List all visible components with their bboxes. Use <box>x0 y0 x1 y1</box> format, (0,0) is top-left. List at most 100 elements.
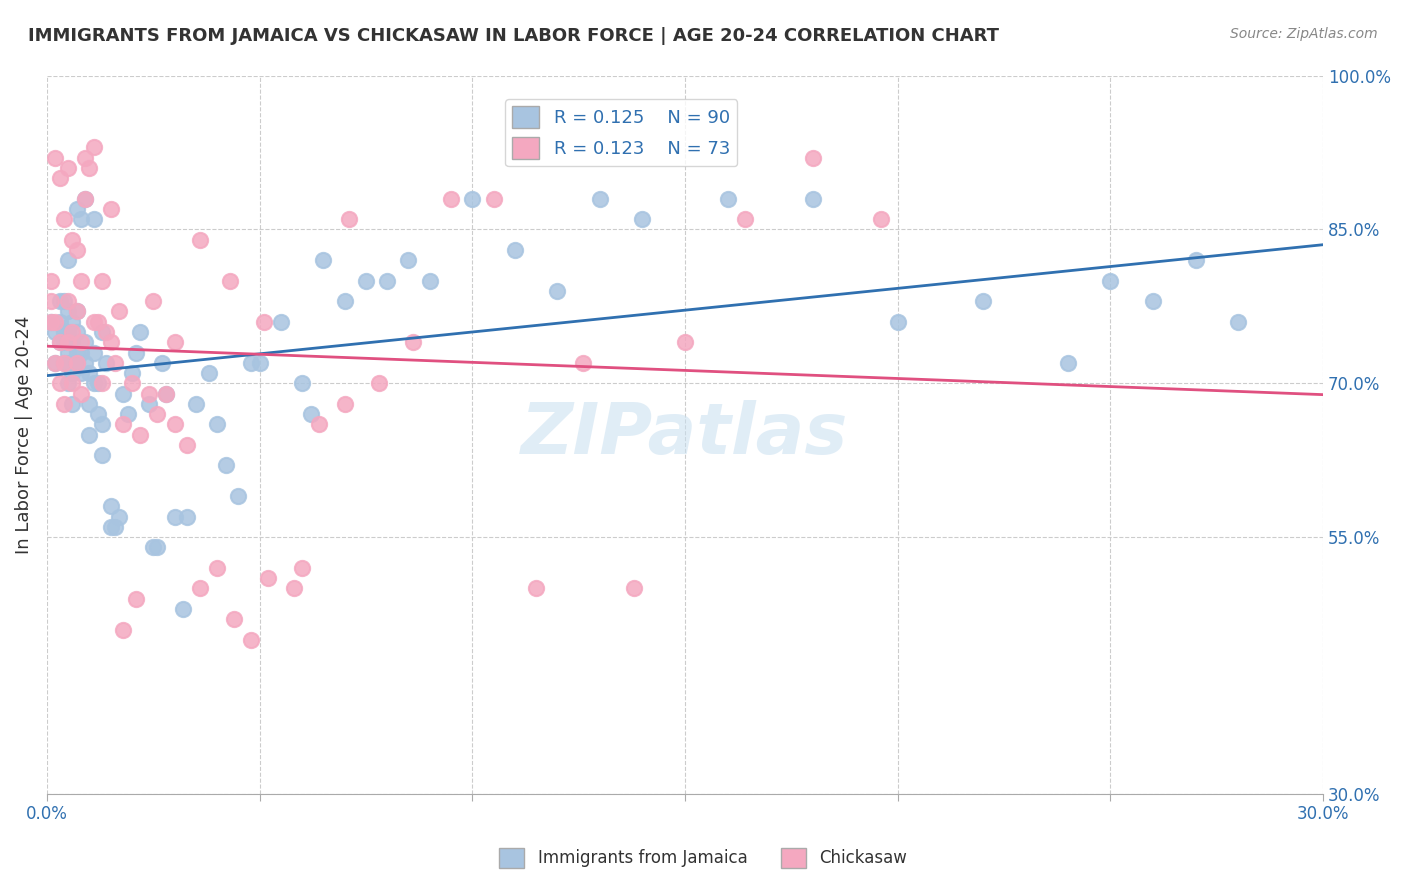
Point <box>419 274 441 288</box>
Point <box>83 376 105 391</box>
Point <box>39 274 62 288</box>
Point <box>62 315 84 329</box>
Point <box>75 192 97 206</box>
Point <box>146 407 169 421</box>
Point <box>524 582 547 596</box>
Point <box>56 161 79 175</box>
Point <box>869 212 891 227</box>
Point <box>79 397 101 411</box>
Point <box>83 345 105 359</box>
Point <box>66 304 89 318</box>
Point <box>56 294 79 309</box>
Point <box>117 407 139 421</box>
Point <box>48 171 70 186</box>
Point <box>197 366 219 380</box>
Point <box>52 325 75 339</box>
Point <box>66 345 89 359</box>
Point <box>62 397 84 411</box>
Point <box>503 243 526 257</box>
Point <box>1227 315 1250 329</box>
Point <box>129 325 152 339</box>
Point <box>66 356 89 370</box>
Point <box>48 315 70 329</box>
Point <box>291 561 314 575</box>
Point <box>375 274 398 288</box>
Point <box>56 345 79 359</box>
Point <box>66 243 89 257</box>
Point <box>39 315 62 329</box>
Point <box>62 233 84 247</box>
Point <box>44 325 66 339</box>
Point <box>70 274 93 288</box>
Point <box>70 366 93 380</box>
Point <box>56 325 79 339</box>
Point <box>91 448 114 462</box>
Point <box>62 376 84 391</box>
Point <box>172 602 194 616</box>
Point <box>337 212 360 227</box>
Point <box>83 140 105 154</box>
Point <box>155 386 177 401</box>
Point <box>482 192 505 206</box>
Point <box>112 417 135 432</box>
Point <box>56 335 79 350</box>
Point <box>589 192 612 206</box>
Point <box>66 356 89 370</box>
Text: Source: ZipAtlas.com: Source: ZipAtlas.com <box>1230 27 1378 41</box>
Point <box>150 356 173 370</box>
Point <box>228 489 250 503</box>
Point <box>291 376 314 391</box>
Point <box>91 417 114 432</box>
Point <box>70 212 93 227</box>
Point <box>79 427 101 442</box>
Point <box>100 335 122 350</box>
Point <box>39 315 62 329</box>
Point <box>333 294 356 309</box>
Point <box>142 541 165 555</box>
Point <box>163 335 186 350</box>
Point <box>163 417 186 432</box>
Point <box>972 294 994 309</box>
Point <box>461 192 484 206</box>
Point <box>66 304 89 318</box>
Text: IMMIGRANTS FROM JAMAICA VS CHICKASAW IN LABOR FORCE | AGE 20-24 CORRELATION CHAR: IMMIGRANTS FROM JAMAICA VS CHICKASAW IN … <box>28 27 1000 45</box>
Point <box>79 161 101 175</box>
Point <box>354 274 377 288</box>
Point <box>91 376 114 391</box>
Point <box>44 151 66 165</box>
Point <box>75 356 97 370</box>
Point <box>112 386 135 401</box>
Point <box>886 315 908 329</box>
Point <box>56 304 79 318</box>
Point <box>205 561 228 575</box>
Point <box>257 571 280 585</box>
Point <box>333 397 356 411</box>
Point <box>56 356 79 370</box>
Point <box>48 335 70 350</box>
Point <box>129 427 152 442</box>
Point <box>52 397 75 411</box>
Point <box>52 356 75 370</box>
Point <box>62 335 84 350</box>
Point <box>367 376 389 391</box>
Point <box>1142 294 1164 309</box>
Point <box>52 335 75 350</box>
Point <box>253 315 276 329</box>
Point <box>673 335 696 350</box>
Point <box>121 366 143 380</box>
Point <box>75 335 97 350</box>
Point <box>138 386 160 401</box>
Point <box>155 386 177 401</box>
Point <box>222 612 245 626</box>
Point <box>801 151 824 165</box>
Point <box>176 438 198 452</box>
Legend: R = 0.125    N = 90, R = 0.123    N = 73: R = 0.125 N = 90, R = 0.123 N = 73 <box>505 99 737 167</box>
Point <box>96 356 118 370</box>
Point <box>716 192 738 206</box>
Point <box>240 632 263 647</box>
Point <box>734 212 756 227</box>
Point <box>163 509 186 524</box>
Point <box>75 151 97 165</box>
Point <box>83 315 105 329</box>
Point <box>572 356 595 370</box>
